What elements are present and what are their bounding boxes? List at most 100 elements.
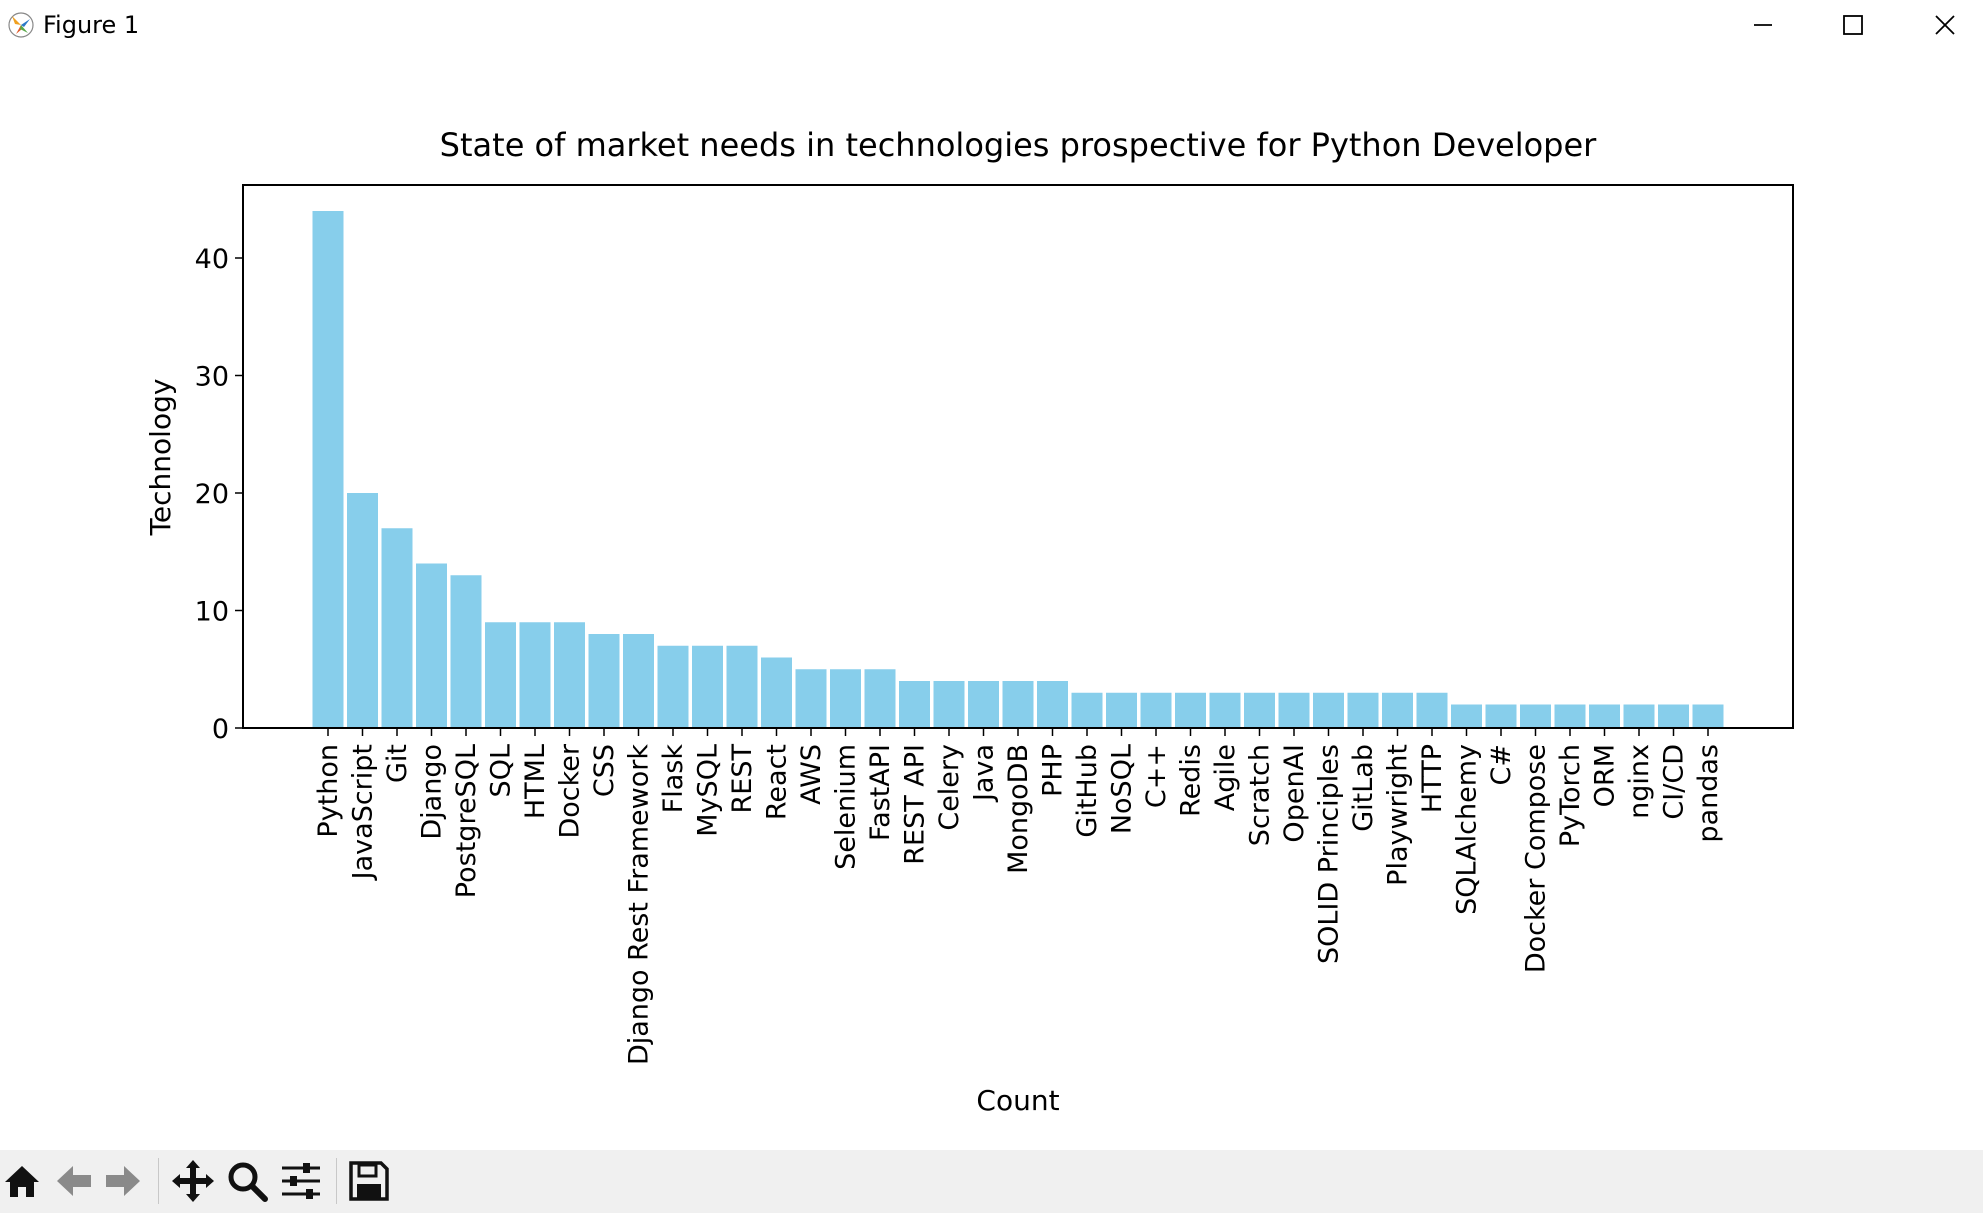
bar-html	[519, 622, 551, 728]
home-button[interactable]	[0, 1156, 44, 1206]
x-tick-label: AWS	[796, 744, 827, 805]
bar-orm	[1589, 704, 1620, 728]
bar-celery	[933, 681, 965, 728]
x-tick-label: JavaScript	[348, 744, 379, 881]
x-tick-label: C++	[1141, 744, 1172, 808]
bars-group	[312, 211, 1724, 728]
bar-http	[1416, 692, 1448, 728]
zoom-button[interactable]	[224, 1156, 270, 1206]
x-tick-label: HTML	[520, 744, 551, 819]
x-tick-label: Celery	[934, 744, 965, 831]
back-arrow-icon	[57, 1166, 91, 1196]
bar-postgresql	[450, 575, 482, 728]
y-axis-label: Technology	[144, 379, 177, 537]
x-tick-label: Django	[417, 744, 448, 840]
bar-sql	[485, 622, 516, 728]
bar-nginx	[1623, 704, 1655, 728]
x-tick-label: Python	[313, 744, 344, 838]
bar-fastapi	[864, 669, 896, 728]
configure-subplots-icon	[282, 1163, 320, 1199]
y-tick-label: 10	[195, 597, 229, 628]
bar-rest	[726, 645, 758, 728]
x-tick-label: FastAPI	[865, 744, 896, 841]
bar-django-rest-framework	[623, 634, 654, 728]
x-tick-label: HTTP	[1417, 744, 1448, 813]
bar-pandas	[1692, 704, 1724, 728]
bar-pytorch	[1554, 704, 1586, 728]
x-tick-label: Scratch	[1245, 744, 1276, 846]
bar-php	[1037, 681, 1068, 728]
minimize-button[interactable]	[1718, 0, 1808, 50]
save-button[interactable]	[346, 1156, 392, 1206]
y-ticks-group: 0 10 20 30 40	[195, 244, 243, 745]
x-tick-label: MongoDB	[1003, 744, 1034, 874]
x-tick-label: GitLab	[1348, 744, 1379, 832]
pan-button[interactable]	[170, 1156, 216, 1206]
bar-agile	[1209, 692, 1241, 728]
x-tick-label: PyTorch	[1555, 744, 1586, 847]
bar-rest-api	[899, 681, 930, 728]
x-tick-label: Agile	[1210, 744, 1241, 811]
back-button[interactable]	[52, 1156, 96, 1206]
bar-playwright	[1382, 692, 1413, 728]
x-tick-label: pandas	[1693, 744, 1724, 843]
bar-redis	[1175, 692, 1206, 728]
x-axis-label: Count	[976, 1084, 1059, 1117]
home-icon	[5, 1166, 39, 1197]
x-tick-label: Java	[969, 744, 1000, 803]
x-tick-label: PostgreSQL	[451, 744, 482, 898]
x-tick-label: Git	[382, 744, 413, 783]
maximize-icon	[1843, 15, 1863, 35]
configure-subplots-button[interactable]	[278, 1156, 324, 1206]
bar-css	[588, 634, 620, 728]
window-title: Figure 1	[43, 11, 140, 39]
x-ticks-group: Python JavaScript Git Django PostgreSQL SQL HT…	[313, 728, 1724, 1065]
x-tick-label: NoSQL	[1107, 744, 1138, 834]
x-tick-label: Selenium	[831, 744, 862, 870]
forward-button[interactable]	[101, 1156, 145, 1206]
x-tick-label: SQLAlchemy	[1452, 744, 1483, 915]
matplotlib-logo-icon	[8, 12, 34, 38]
bar-openai	[1278, 692, 1310, 728]
x-tick-label: PHP	[1038, 744, 1069, 797]
bar-scratch	[1244, 692, 1275, 728]
bar-mongodb	[1002, 681, 1034, 728]
close-icon	[1935, 15, 1955, 35]
x-tick-label: CSS	[589, 744, 620, 797]
x-tick-label: Docker Compose	[1521, 744, 1552, 973]
x-tick-label: SOLID Principles	[1314, 744, 1345, 964]
close-button[interactable]	[1900, 0, 1983, 50]
x-tick-label: nginx	[1624, 744, 1655, 819]
bar-flask	[657, 645, 689, 728]
y-tick-label: 30	[195, 362, 229, 393]
x-tick-label: SQL	[486, 744, 517, 797]
x-tick-label: Django Rest Framework	[624, 744, 655, 1065]
plot-area-frame	[242, 184, 1794, 729]
bar-java	[968, 681, 999, 728]
bar-solid-principles	[1313, 692, 1344, 728]
bar-ci-cd	[1658, 704, 1689, 728]
x-tick-label: Flask	[658, 744, 689, 814]
x-tick-label: REST API	[900, 744, 931, 865]
bar-sqlalchemy	[1451, 704, 1482, 728]
save-icon	[349, 1161, 389, 1201]
chart-title: State of market needs in technologies pr…	[440, 126, 1597, 164]
navigation-toolbar	[0, 1150, 1983, 1213]
zoom-icon	[228, 1162, 268, 1202]
bar-mysql	[692, 645, 723, 728]
bar-nosql	[1106, 692, 1137, 728]
x-tick-label: OpenAI	[1279, 744, 1310, 843]
bar-react	[761, 657, 792, 728]
forward-arrow-icon	[106, 1166, 140, 1196]
x-tick-label: GitHub	[1072, 744, 1103, 838]
bar-django	[416, 563, 447, 728]
x-tick-label: C#	[1486, 744, 1517, 785]
toolbar-separator	[336, 1158, 337, 1204]
x-tick-label: ORM	[1590, 744, 1621, 807]
x-tick-label: CI/CD	[1659, 744, 1690, 820]
maximize-button[interactable]	[1808, 0, 1898, 50]
x-tick-label: Playwright	[1383, 744, 1414, 886]
chart-figure: State of market needs in technologies pr…	[144, 126, 1794, 1117]
x-tick-label: React	[762, 744, 793, 820]
toolbar-separator	[158, 1158, 159, 1204]
